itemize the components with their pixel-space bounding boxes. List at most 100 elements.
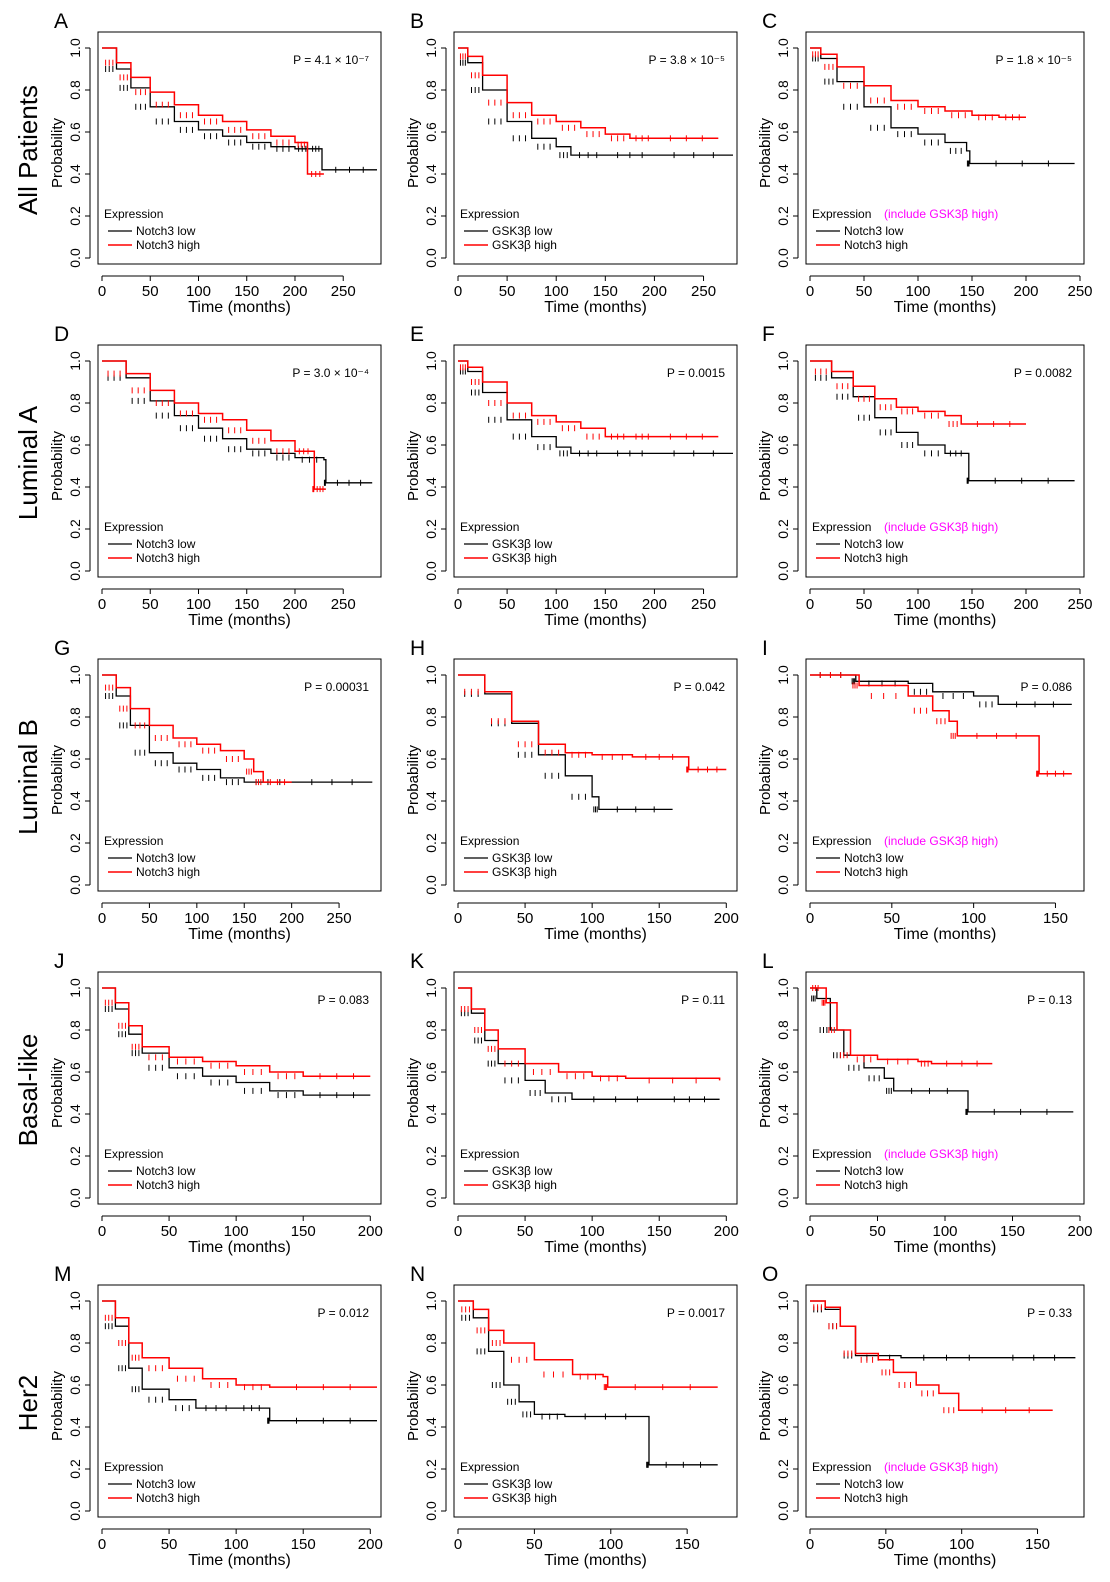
survival-curve-high [810,360,1026,425]
y-tick-label: 0.4 [423,1104,439,1124]
km-panel-G: G 0.0 0.2 0.4 0.6 0.8 1.0 Probability 0 50 100 150 2… [49,637,382,943]
y-tick-label: 0.0 [67,875,83,895]
y-tick-label: 0.2 [775,206,791,226]
x-tick-label: 50 [883,910,900,927]
plot-frame [805,1284,1085,1518]
x-tick-label: 50 [499,283,516,300]
x-tick-label: 100 [224,1536,249,1553]
y-tick-label: 0.2 [67,833,83,853]
y-tick-label: 1.0 [67,351,83,371]
x-axis-label: Time (months) [894,926,997,943]
y-tick-label: 0.8 [67,707,83,727]
km-panel-H: H 0.0 0.2 0.4 0.6 0.8 1.0 Probability 0 50 100 150 2… [405,637,739,943]
y-tick-label: 0.6 [67,1062,83,1082]
x-tick-label: 250 [331,596,356,613]
legend-note: (include GSK3β high) [884,834,998,848]
legend-title: Expression [812,834,871,848]
y-tick-label: 0.2 [423,206,439,226]
legend-label-low: GSK3β low [492,1164,553,1178]
x-tick-label: 100 [580,1223,605,1240]
y-tick-label: 0.8 [775,80,791,100]
panel-letter: G [54,637,70,660]
legend-label-low: GSK3β low [492,537,553,551]
row-label: All Patients [13,85,43,215]
legend-label-high: GSK3β high [492,865,557,879]
plot-frame [97,344,382,578]
x-tick-label: 50 [141,910,158,927]
survival-curve-low [102,1300,377,1422]
survival-curve-low [102,987,371,1096]
y-tick-label: 0.2 [775,1459,791,1479]
km-panel-F: F 0.0 0.2 0.4 0.6 0.8 1.0 Probability 0 50 100 150 2… [757,323,1093,629]
legend-title: Expression [104,1147,163,1161]
legend-title: Expression [460,834,519,848]
legend-label-high: Notch3 high [136,1178,200,1192]
y-tick-label: 0.0 [423,1188,439,1208]
survival-curve-high [458,674,727,771]
x-tick-label: 150 [593,283,618,300]
x-tick-label: 200 [358,1223,383,1240]
legend-label-high: Notch3 high [844,238,908,252]
x-tick-label: 0 [454,1223,462,1240]
x-tick-label: 50 [869,1223,886,1240]
x-axis-label: Time (months) [544,1239,647,1256]
x-tick-label: 50 [517,1223,534,1240]
plot-frame [453,658,738,892]
legend-title: Expression [812,207,871,221]
plot-frame [805,971,1085,1205]
p-value: P = 0.086 [1021,680,1073,694]
km-panel-L: L 0.0 0.2 0.4 0.6 0.8 1.0 Probability 0 50 100 150 2… [757,950,1093,1256]
y-tick-label: 0.0 [67,561,83,581]
x-tick-label: 100 [905,596,930,613]
survival-curve-high [102,360,326,490]
y-tick-label: 0.6 [423,1062,439,1082]
survival-curve-high [810,674,1072,775]
legend-title: Expression [460,520,519,534]
x-tick-label: 200 [1067,1223,1092,1240]
x-tick-label: 200 [714,910,739,927]
y-tick-label: 1.0 [423,978,439,998]
y-tick-label: 0.2 [67,206,83,226]
y-tick-label: 0.8 [775,1020,791,1040]
y-tick-label: 0.0 [775,1501,791,1521]
p-value: P = 0.0017 [667,1306,725,1320]
x-tick-label: 200 [714,1223,739,1240]
y-tick-label: 1.0 [423,38,439,58]
y-tick-label: 0.2 [775,519,791,539]
x-tick-label: 150 [593,596,618,613]
x-tick-label: 0 [454,1536,462,1553]
x-tick-label: 0 [454,596,462,613]
x-tick-label: 0 [98,1223,106,1240]
y-tick-label: 0.8 [423,707,439,727]
y-axis-label: Probability [49,117,66,188]
km-panel-A: A 0.0 0.2 0.4 0.6 0.8 1.0 Probability 0 50 100 150 2… [49,10,382,316]
row-label: Her2 [13,1375,43,1431]
x-tick-label: 200 [358,1536,383,1553]
x-tick-label: 200 [282,596,307,613]
x-tick-label: 250 [327,910,352,927]
row-label: Basal-like [13,1034,43,1147]
p-value: P = 0.13 [1027,993,1072,1007]
x-tick-label: 150 [234,283,259,300]
x-tick-label: 0 [98,283,106,300]
x-axis-label: Time (months) [544,612,647,629]
x-tick-label: 150 [1043,910,1068,927]
x-tick-label: 250 [1067,596,1092,613]
y-axis-label: Probability [405,430,422,501]
y-tick-label: 0.0 [775,1188,791,1208]
y-tick-label: 0.0 [423,248,439,268]
legend-label-high: Notch3 high [844,1491,908,1505]
x-tick-label: 0 [98,1536,106,1553]
y-tick-label: 0.8 [775,1333,791,1353]
km-panel-D: D 0.0 0.2 0.4 0.6 0.8 1.0 Probability 0 50 100 150 2… [49,323,382,629]
y-axis-label: Probability [49,744,66,815]
x-tick-label: 100 [184,910,209,927]
survival-curve-low [458,674,673,811]
x-tick-label: 150 [675,1536,700,1553]
panels: A 0.0 0.2 0.4 0.6 0.8 1.0 Probability 0 50 100 150 2… [49,10,1093,1569]
y-axis-label: Probability [49,1057,66,1128]
legend-label-low: Notch3 low [844,224,904,238]
legend-title: Expression [460,1460,519,1474]
x-axis-label: Time (months) [894,1552,997,1569]
